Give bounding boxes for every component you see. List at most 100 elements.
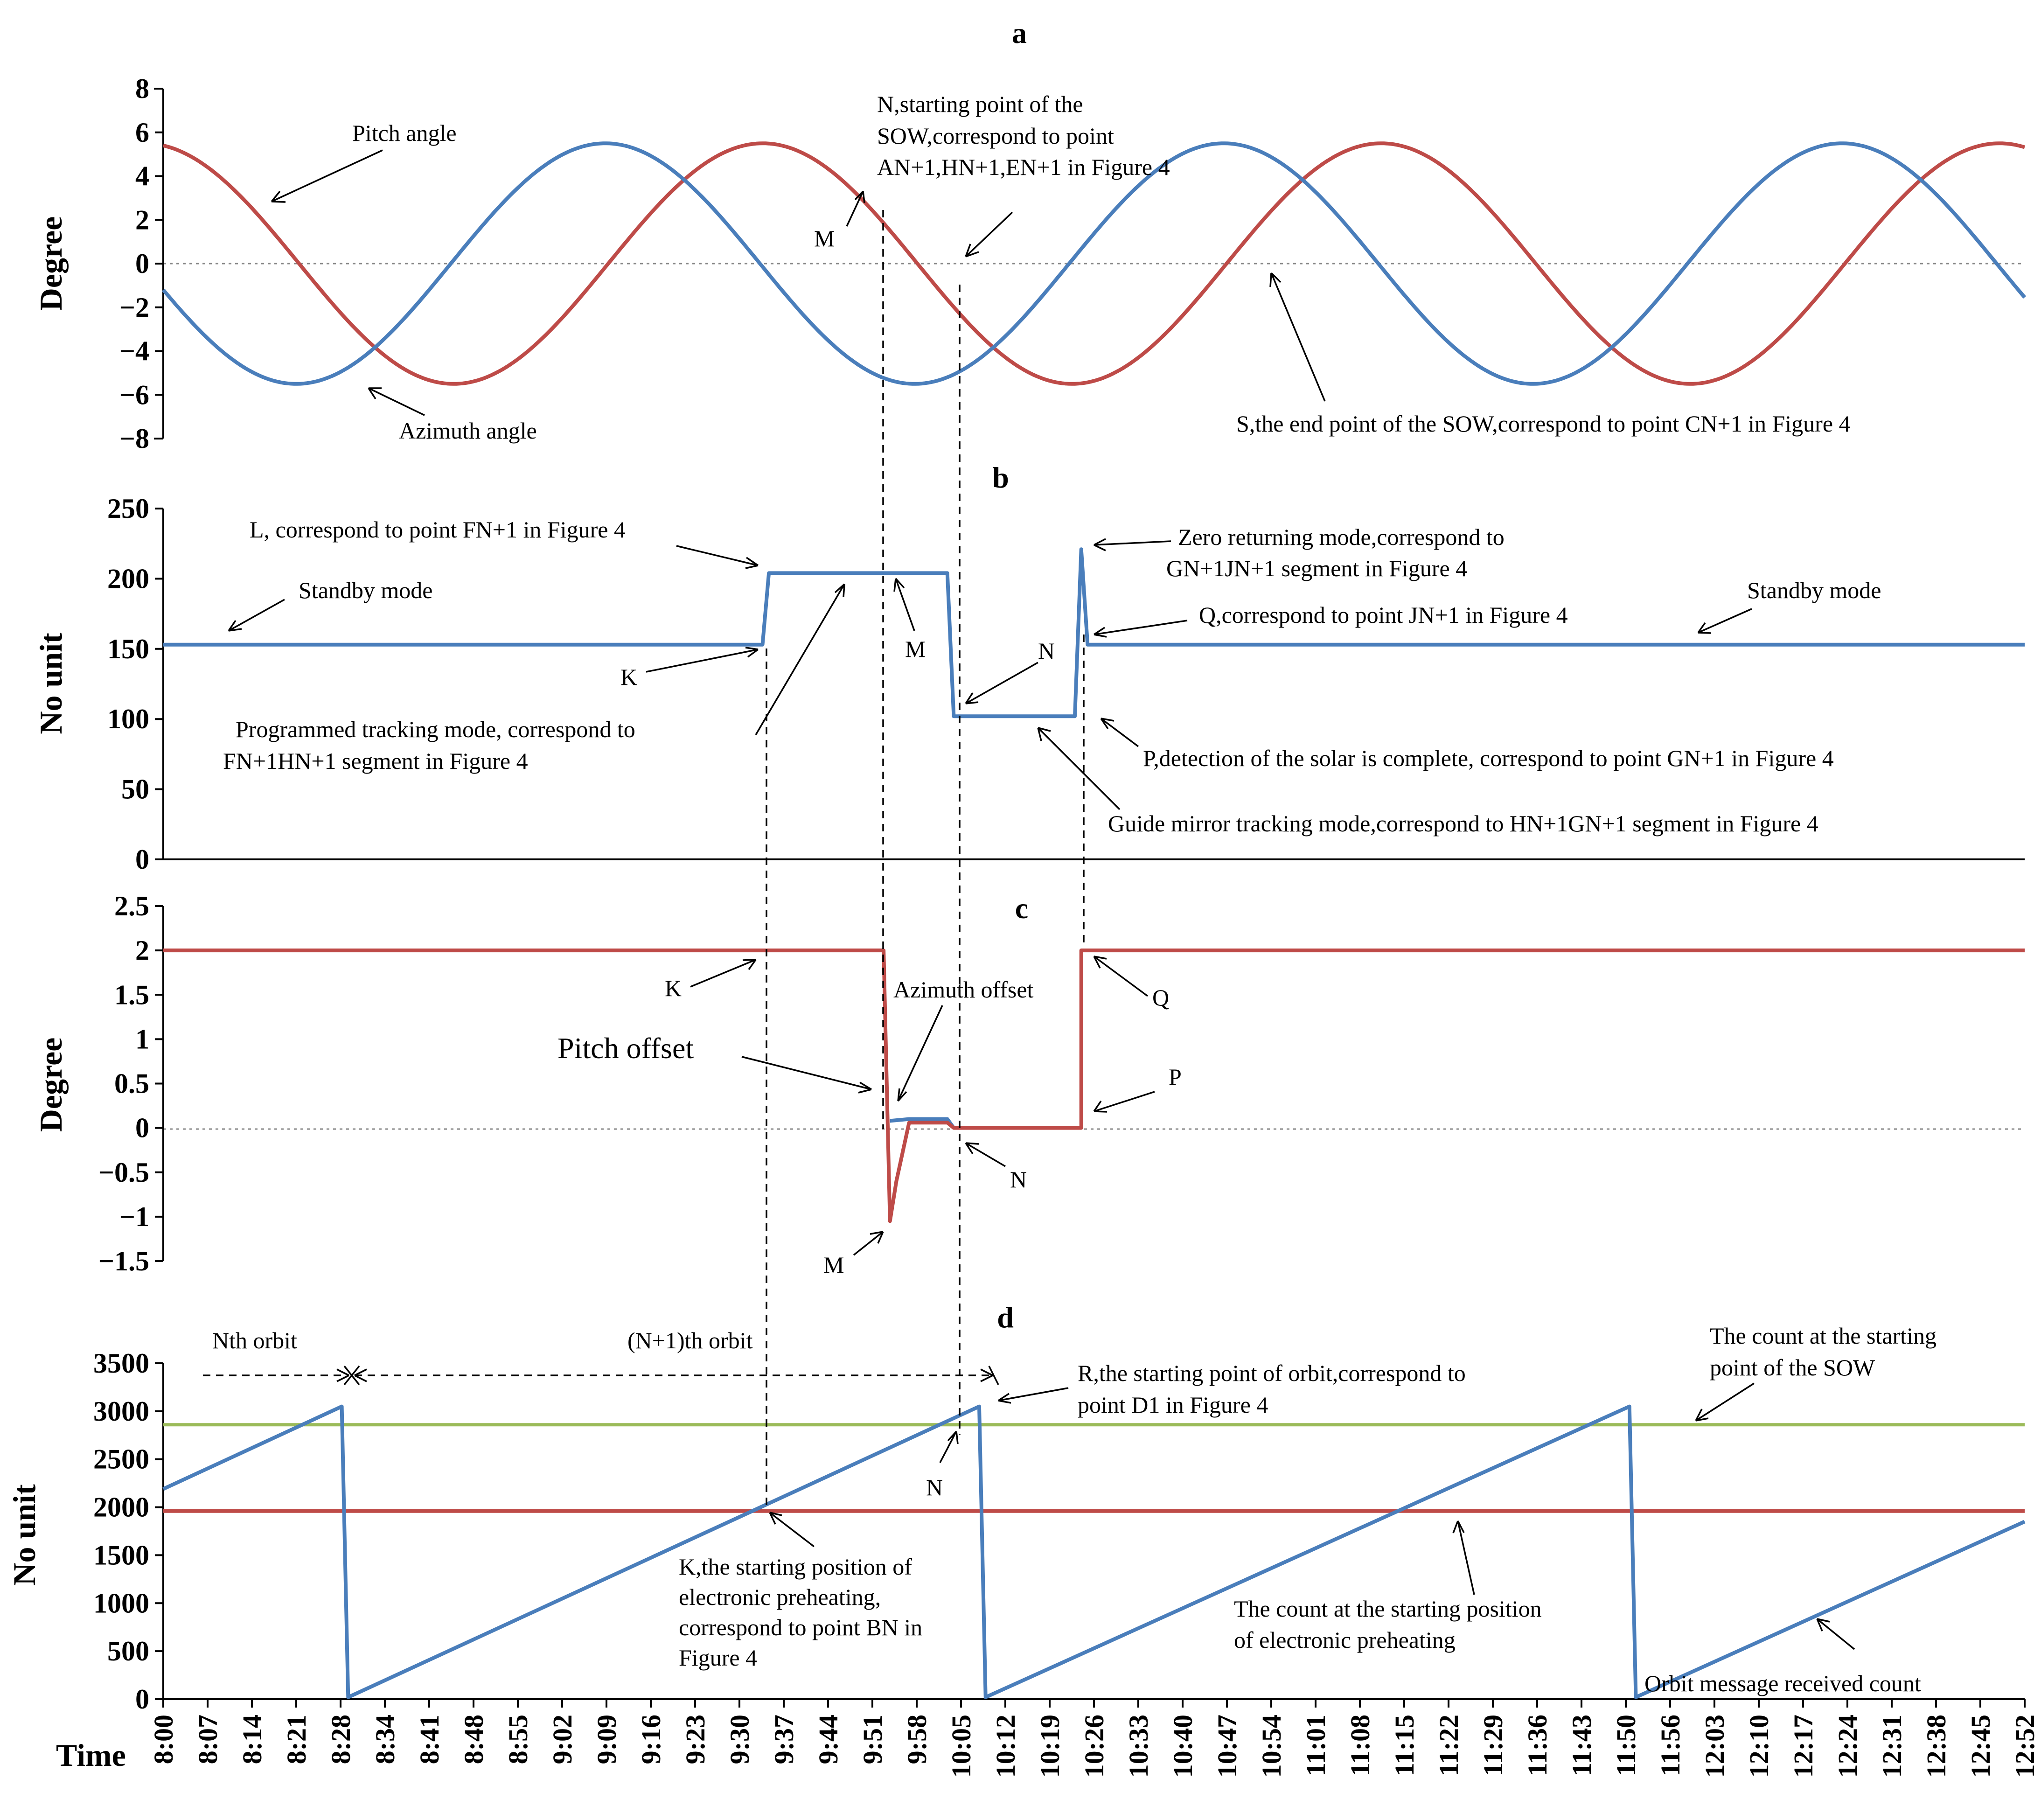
arrow-standby-2 [1697,608,1752,634]
ytick-label: 150 [107,634,149,664]
xtick-label: 9:44 [813,1715,843,1764]
arrow-q-b [1094,620,1188,638]
arrow-standby-1 [228,599,285,632]
annot-m-a: M [814,225,835,251]
xtick-label: 11:29 [1478,1715,1508,1776]
arrow-k-c [690,959,757,988]
annot-r-2: point D1 in Figure 4 [1078,1392,1268,1418]
xtick-label: 8:41 [414,1715,445,1764]
annot-n-a-3: AN+1,HN+1,EN+1 in Figure 4 [877,154,1170,180]
annot-pre-2: of electronic preheating [1234,1627,1456,1653]
annot-k-d-2: electronic preheating, [679,1584,881,1610]
xtick-label: 12:17 [1788,1715,1818,1778]
annot-k-d-1: K,the starting position of [679,1554,912,1580]
xtick-label: 10:19 [1035,1715,1065,1778]
panel-b-yticks: 250 200 150 100 50 0 [107,493,163,875]
annot-zero-1: Zero returning mode,correspond to [1178,524,1505,550]
annot-prog-2: FN+1HN+1 segment in Figure 4 [223,748,528,774]
annot-standby-2: Standby mode [1747,577,1881,603]
xtick-label: 9:02 [547,1715,578,1764]
xtick-label: 10:12 [990,1715,1021,1778]
annot-sow-1: The count at the starting [1710,1323,1937,1349]
arrow-guide [1037,727,1121,810]
arrow-l [676,545,759,569]
annot-n-b: N [1038,638,1055,664]
ytick-label: −1 [119,1201,149,1232]
xtick-label: 11:36 [1522,1715,1553,1776]
ytick-label: 200 [107,563,149,594]
annot-n1th-orbit: (N+1)th orbit [627,1327,753,1353]
ytick-label: 100 [107,704,149,734]
ytick-label: 4 [135,161,149,192]
annot-k-d-4: Figure 4 [679,1645,757,1671]
annot-nth-orbit: Nth orbit [212,1327,297,1353]
annot-orbit-count: Orbit message received count [1644,1670,1921,1696]
arrow-pitch-angle [271,149,383,203]
xtick-label: 8:48 [459,1715,489,1764]
xtick-label: 12:31 [1877,1715,1907,1778]
ytick-label: 2.5 [114,891,149,921]
x-axis-ticks: 8:00 8:07 8:14 8:21 8:28 8:34 8:41 8:48 8:55 9:02… [148,1699,2040,1778]
annot-pre-1: The count at the starting position [1234,1596,1542,1622]
xtick-label: 8:07 [193,1715,223,1764]
annot-m-c: M [823,1252,844,1278]
xtick-label: 11:01 [1301,1715,1331,1776]
panel-c-yticks: 2.5 2 1.5 1 0.5 0 −0.5 −1 −1.5 [98,891,163,1276]
arrow-prog [755,583,845,735]
annot-sow-2: point of the SOW [1710,1354,1875,1381]
annot-n-c: N [1010,1166,1027,1192]
annot-k-c: K [665,975,682,1001]
xtick-label: 10:47 [1212,1715,1242,1778]
arrow-sow [1695,1382,1755,1422]
arrow-m-a [846,190,865,227]
ytick-label: −0.5 [98,1157,149,1188]
xtick-label: 9:37 [769,1715,799,1764]
annot-n-a-2: SOW,correspond to point [877,123,1114,149]
ytick-label: 0 [135,248,149,279]
xtick-label: 10:54 [1256,1715,1287,1778]
ytick-label: 2 [135,935,149,966]
arrow-azimuth-angle [368,387,425,416]
xtick-label: 10:05 [946,1715,976,1778]
xtick-label: 12:45 [1965,1715,1996,1778]
arrow-q-c [1093,955,1149,997]
annot-k-d-3: correspond to point BN in [679,1614,922,1640]
annot-r-1: R,the starting point of orbit,correspond… [1078,1360,1466,1386]
ytick-label: 1.5 [114,979,149,1010]
annot-q-b: Q,correspond to point JN+1 in Figure 4 [1199,602,1568,628]
ytick-label: 8 [135,73,149,104]
ytick-label: 250 [107,493,149,524]
xtick-label: 12:38 [1921,1715,1951,1778]
arrow-zero [1094,538,1171,551]
xtick-label: 12:03 [1700,1715,1730,1778]
annot-pitch-offset: Pitch offset [557,1032,694,1065]
arrow-k-d [769,1512,815,1548]
xtick-label: 9:16 [636,1715,666,1764]
arrow-n-c [965,1142,1006,1167]
ytick-label: 1500 [93,1540,149,1570]
xtick-label: 10:40 [1168,1715,1198,1778]
ytick-label: 500 [107,1636,149,1667]
panel-d-yticks: 3500 3000 2500 2000 1500 1000 500 0 [93,1348,163,1715]
annot-pitch-angle: Pitch angle [352,120,457,146]
annot-p-c: P [1169,1064,1182,1090]
arrow-azimuth-offset [897,1005,943,1102]
ytick-label: −2 [119,292,149,323]
panel-a-ylabel: Degree [33,216,69,311]
arrow-p-c [1093,1091,1155,1113]
series-pitch-angle [163,141,2026,386]
xtick-label: 11:43 [1567,1715,1597,1776]
series-pitch-offset [163,948,2025,1223]
annot-m-b: M [905,636,926,662]
annot-n-d: N [926,1474,943,1500]
xtick-label: 8:21 [281,1715,312,1764]
xtick-label: 9:09 [592,1715,622,1764]
panel-d-title: d [997,1301,1014,1334]
panel-b-axis [162,509,2025,860]
ytick-label: 2000 [93,1492,149,1523]
annot-k-b: K [620,664,637,690]
panel-b-title: b [992,461,1009,494]
annot-standby-1: Standby mode [299,577,432,603]
ytick-label: −1.5 [98,1246,149,1276]
